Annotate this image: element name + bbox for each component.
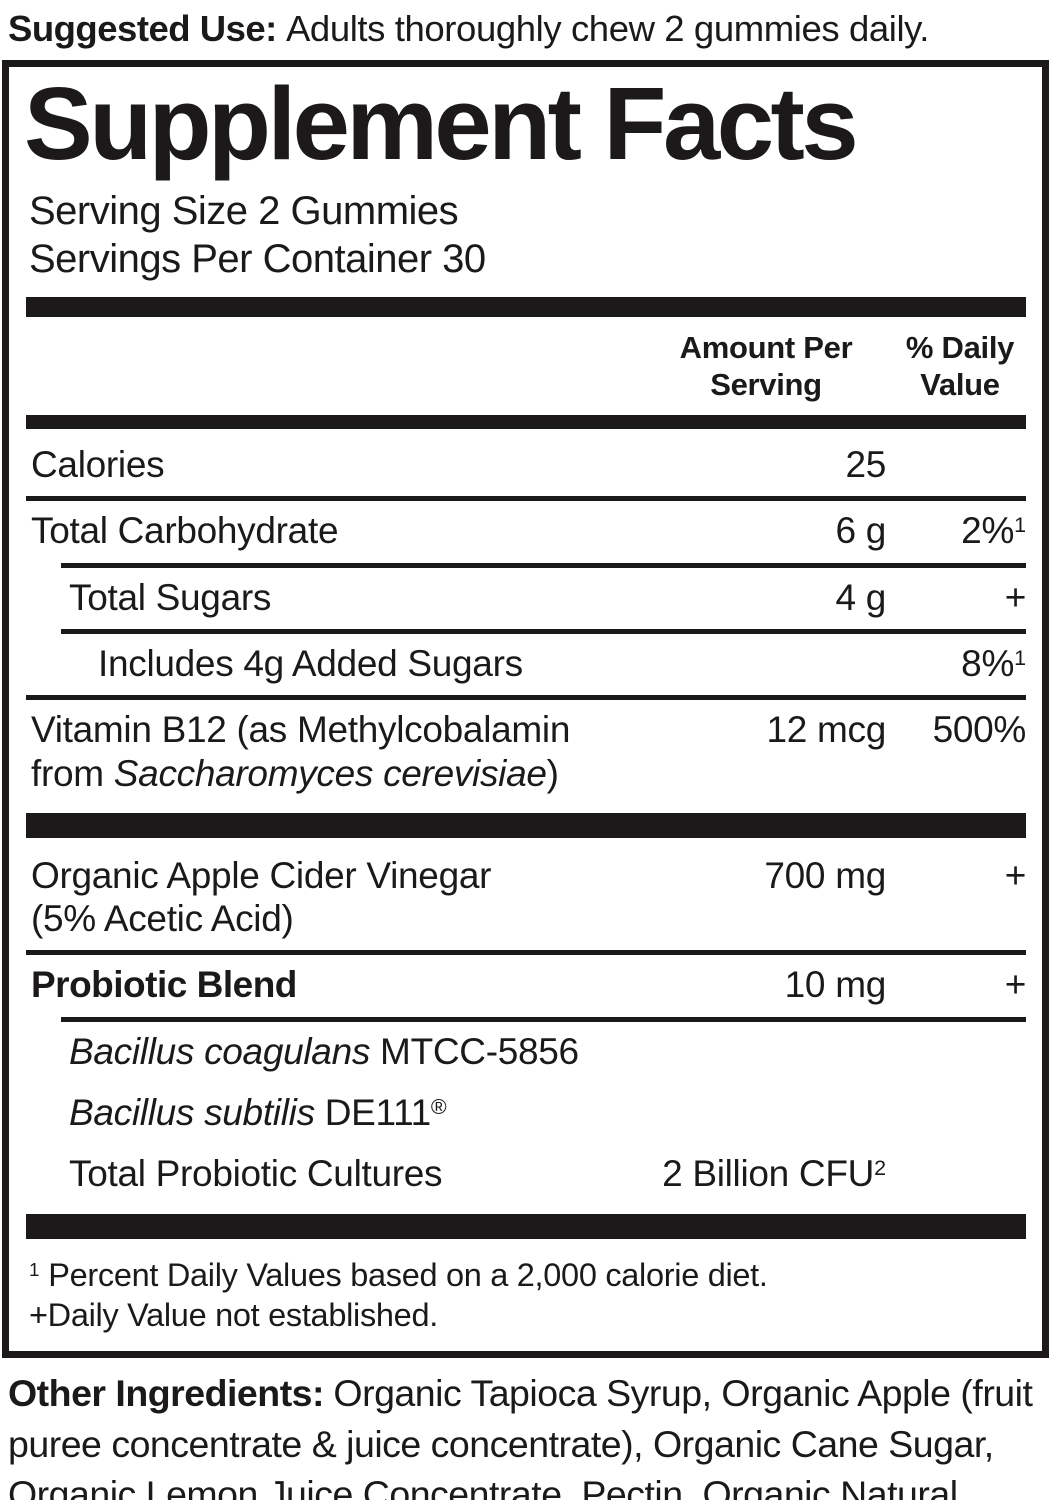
nutrient-name: Vitamin B12 (as Methylcobalamin from Sacc…: [26, 708, 636, 795]
nutrient-row: Total Carbohydrate 6 g 2%1: [26, 501, 1026, 562]
row-separator: [61, 629, 1026, 635]
text-segment: Total Carbohydrate: [31, 510, 339, 552]
column-header-dv: % Daily Value: [905, 330, 1015, 402]
nutrient-name: Total Probiotic Cultures: [26, 1152, 636, 1195]
amount-value: 6 g: [646, 509, 886, 552]
nutrient-name: Organic Apple Cider Vinegar (5% Acetic Ac…: [26, 854, 636, 941]
daily-value: 500%: [896, 708, 1027, 751]
nutrient-rows: Calories 25 Total Carbohydrate 6 g 2%1 Total …: [26, 435, 1026, 1239]
text-segment: Total Probiotic Cultures: [69, 1153, 443, 1195]
amount-value: 25: [646, 443, 886, 486]
superscript: 1: [1014, 645, 1026, 670]
row-separator: [26, 950, 1026, 956]
nutrient-row: Calories 25: [26, 435, 1026, 496]
section-divider-bar: [26, 1213, 1026, 1239]
text-segment: +Daily Value not established.: [29, 1296, 438, 1333]
text-segment: MTCC-5856: [370, 1030, 579, 1072]
text-segment: Includes 4g Added Sugars: [98, 643, 523, 685]
other-ingredients-label: Other Ingredients:: [8, 1372, 325, 1415]
nutrient-row: Includes 4g Added Sugars 8%1: [26, 634, 1026, 695]
text-segment: Vitamin B12 (as Methylcobalamin: [31, 709, 571, 751]
nutrient-name: Includes 4g Added Sugars: [26, 642, 636, 685]
row-separator: [26, 695, 1026, 701]
text-segment: 700 mg: [764, 854, 886, 896]
suggested-use: Suggested Use: Adults thoroughly chew 2 g…: [0, 0, 1051, 60]
servings-per-container: Servings Per Container 30: [29, 237, 486, 282]
nutrient-row: Vitamin B12 (as Methylcobalamin from Sacc…: [26, 700, 1026, 805]
nutrient-row: Total Sugars 4 g +: [26, 568, 1026, 629]
column-header-amount: Amount Per Serving: [679, 330, 853, 402]
species-name: Bacillus subtilis: [69, 1092, 315, 1134]
serving-size: Serving Size 2 Gummies: [29, 189, 459, 234]
column-headers: Amount Per Serving % Daily Value: [26, 323, 1026, 409]
species-name: Saccharomyces cerevisiae: [113, 752, 547, 794]
text-segment: 12 mcg: [766, 709, 886, 751]
text-segment: 8%: [961, 643, 1015, 685]
nutrient-name: Bacillus coagulans MTCC-5856: [26, 1030, 636, 1073]
suggested-use-text: Adults thoroughly chew 2 gummies daily.: [285, 8, 930, 49]
section-divider-bar: [26, 812, 1026, 838]
panel-title: Supplement Facts: [24, 65, 859, 181]
section-divider-bar: [26, 297, 1026, 318]
nutrient-row: Bacillus coagulans MTCC-5856: [26, 1022, 1026, 1083]
text-segment: +: [1004, 964, 1027, 1006]
text-segment: ): [546, 752, 559, 794]
text-segment: 25: [845, 444, 886, 486]
text-segment: +: [1004, 576, 1027, 618]
text-segment: 2%: [961, 510, 1015, 552]
text-segment: 4 g: [835, 576, 886, 618]
species-name: Bacillus coagulans: [69, 1030, 371, 1072]
column-header-spacer: [26, 330, 638, 403]
footnote-line: 1 Percent Daily Values based on a 2,000 …: [29, 1255, 1024, 1295]
text-segment: 2 Billion CFU: [662, 1153, 875, 1195]
superscript: 1: [1014, 513, 1026, 538]
daily-value: 2%1: [896, 509, 1026, 552]
text-segment: (5% Acetic Acid): [31, 898, 294, 940]
daily-value: +: [896, 854, 1027, 897]
nutrient-row: Organic Apple Cider Vinegar (5% Acetic Ac…: [26, 846, 1026, 951]
amount-value: 2 Billion CFU2: [646, 1152, 886, 1195]
superscript: 1: [29, 1258, 40, 1280]
text-segment: 500%: [932, 709, 1027, 751]
nutrient-name: Bacillus subtilis DE111®: [26, 1091, 636, 1134]
nutrient-name: Total Carbohydrate: [26, 509, 636, 552]
suggested-use-label: Suggested Use:: [8, 8, 277, 49]
amount-value: 700 mg: [646, 854, 886, 897]
other-ingredients: Other Ingredients: Organic Tapioca Syrup,…: [0, 1358, 1051, 1500]
amount-value: 12 mcg: [646, 708, 886, 751]
daily-value: 8%1: [896, 642, 1026, 685]
nutrient-name: Probiotic Blend: [26, 963, 636, 1006]
nutrient-row: Total Probiotic Cultures 2 Billion CFU2: [26, 1144, 1026, 1205]
text-segment: +: [1004, 854, 1027, 896]
nutrient-row: Probiotic Blend 10 mg +: [26, 955, 1026, 1016]
daily-value: +: [896, 576, 1027, 619]
row-separator: [61, 562, 1026, 568]
section-divider-bar: [26, 415, 1026, 430]
text-segment: Probiotic Blend: [31, 964, 297, 1006]
footnote-line: +Daily Value not established.: [29, 1295, 1024, 1335]
text-segment: Organic Apple Cider Vinegar: [31, 854, 492, 896]
text-segment: 6 g: [835, 510, 886, 552]
footnotes: 1 Percent Daily Values based on a 2,000 …: [26, 1247, 1026, 1350]
row-separator: [26, 496, 1026, 502]
row-separator: [61, 1016, 1026, 1022]
nutrient-row: Bacillus subtilis DE111®: [26, 1083, 1026, 1144]
text-segment: 10 mg: [784, 964, 887, 1006]
supplement-facts-panel: Supplement Facts Serving Size 2 Gummies …: [2, 59, 1049, 1359]
text-segment: Percent Daily Values based on a 2,000 ca…: [39, 1256, 768, 1293]
superscript: ®: [430, 1094, 447, 1119]
daily-value: +: [896, 963, 1027, 1006]
text-segment: Total Sugars: [69, 576, 272, 618]
amount-value: 4 g: [646, 576, 886, 619]
superscript: 2: [874, 1156, 886, 1181]
nutrient-name: Calories: [26, 443, 636, 486]
amount-value: 10 mg: [646, 963, 887, 1006]
text-segment: Calories: [31, 444, 165, 486]
text-segment: DE111: [314, 1092, 431, 1134]
nutrient-name: Total Sugars: [26, 576, 636, 619]
other-ingredients-text: Organic Tapioca Syrup, Organic Apple (fr…: [8, 1372, 1033, 1500]
text-segment: from: [31, 752, 114, 794]
